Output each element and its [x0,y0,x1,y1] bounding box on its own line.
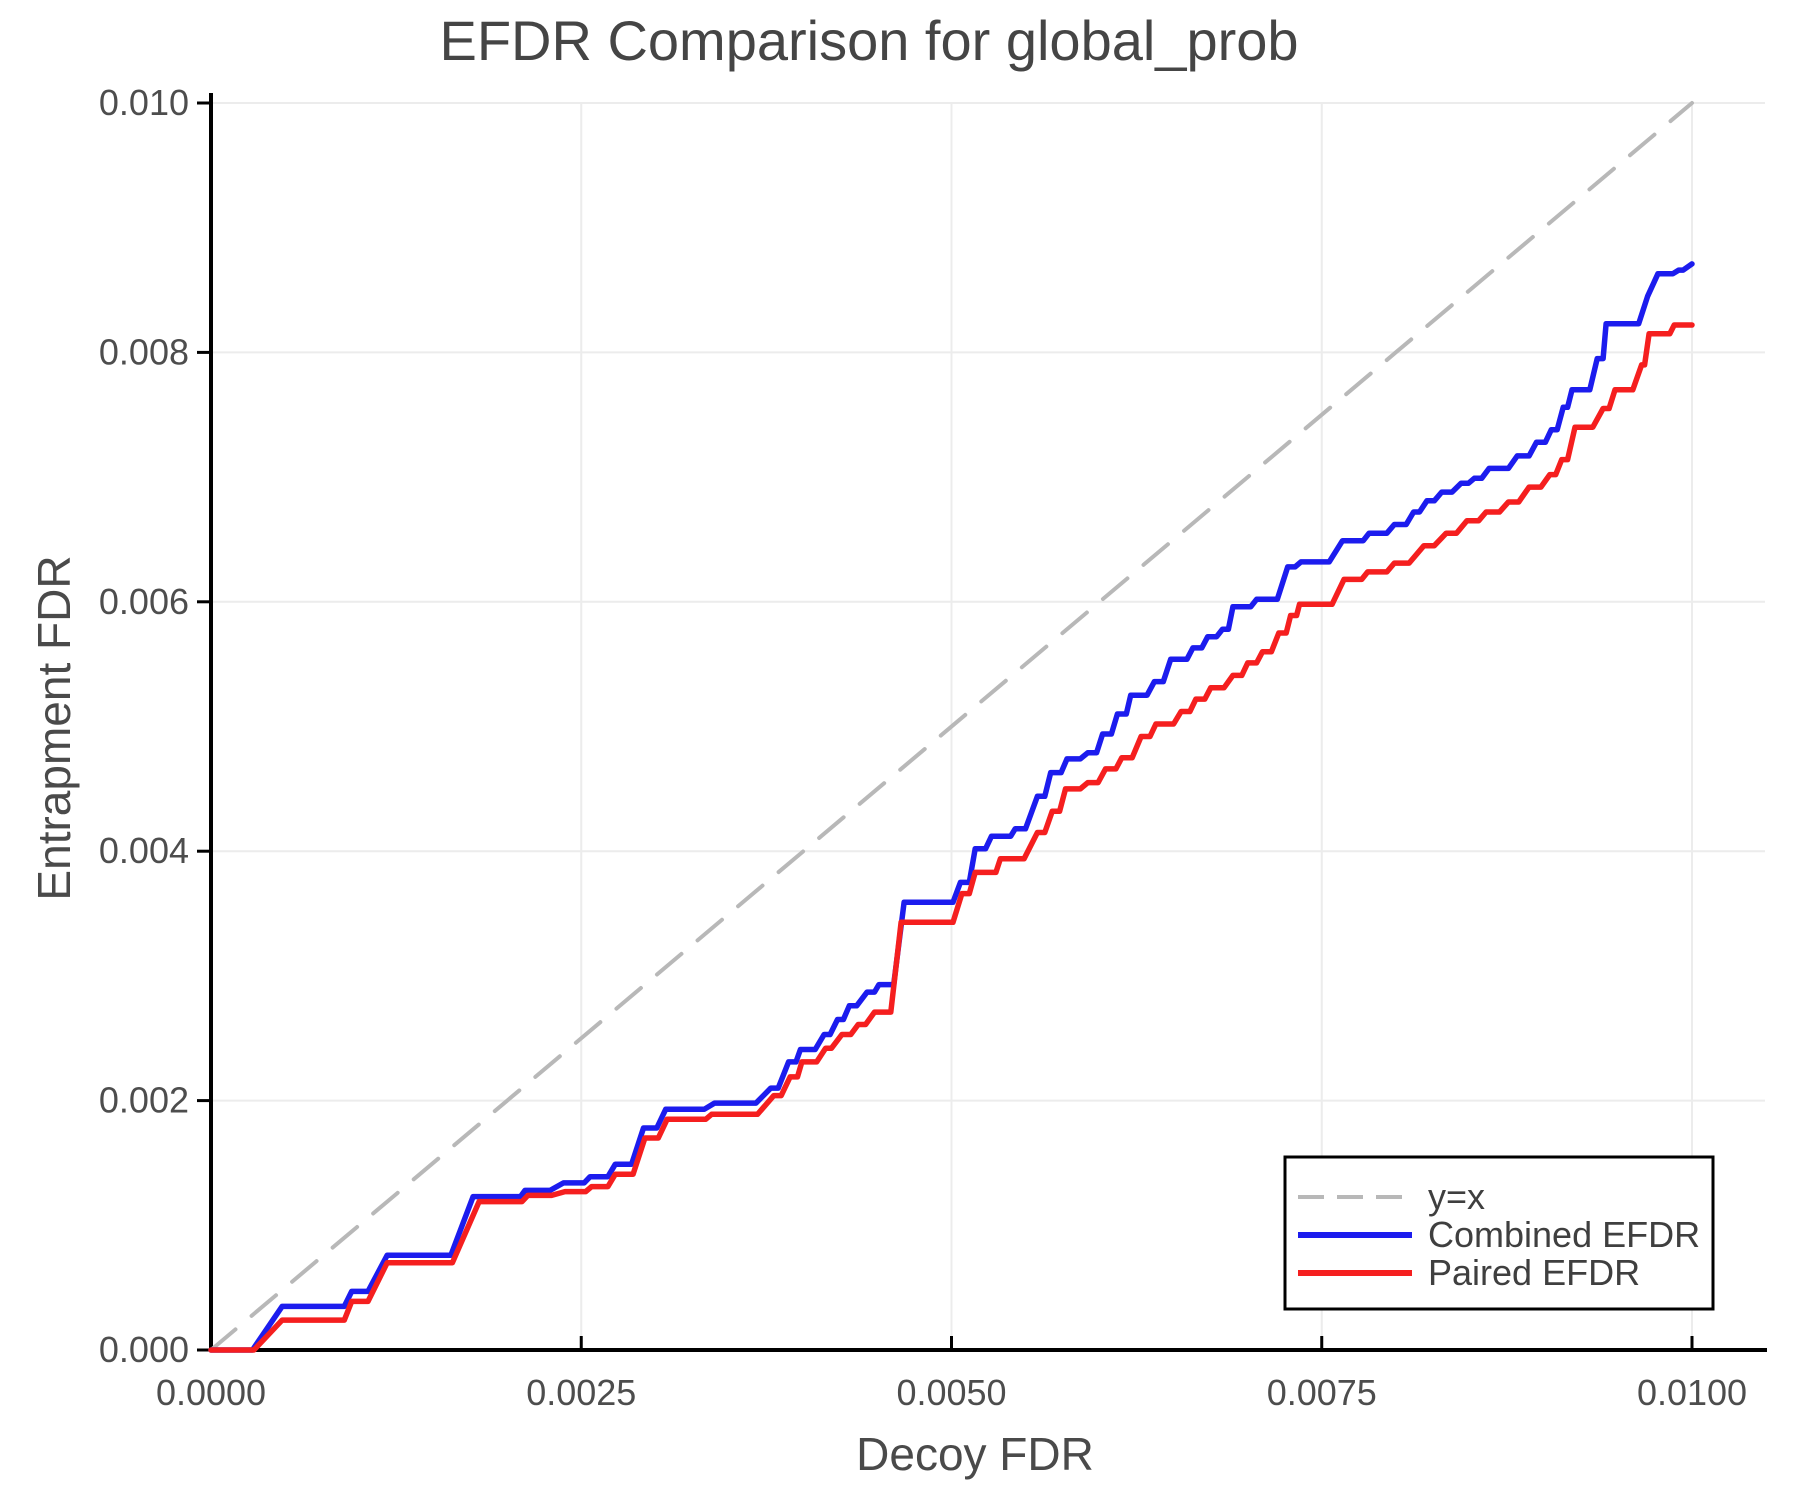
x-tick-label: 0.0050 [896,1372,1006,1413]
x-tick-label: 0.0100 [1637,1372,1747,1413]
y-tick-label: 0.006 [99,581,189,622]
x-tick-label: 0.0025 [526,1372,636,1413]
y-axis-label: Entrapment FDR [28,555,80,900]
legend-label-paired: Paired EFDR [1428,1252,1640,1293]
y-tick-label: 0.000 [99,1329,189,1370]
series-combined-efdr-line [208,261,1695,1353]
legend: y=x Combined EFDR Paired EFDR [1283,1155,1715,1311]
grid-layer [211,102,1765,1350]
series-y-x-line [209,101,1694,1352]
y-tick-label: 0.008 [99,331,189,372]
x-tick-label: 0.0075 [1267,1372,1377,1413]
legend-label-combined: Combined EFDR [1428,1214,1700,1255]
series-layer [208,101,1695,1353]
y-tick-label: 0.004 [99,830,189,871]
y-tick-label: 0.010 [99,82,189,123]
chart-title: EFDR Comparison for global_prob [439,9,1298,72]
y-tick-label: 0.002 [99,1080,189,1121]
x-tick-label: 0.0000 [156,1372,266,1413]
axis-layer: 0.0000 0.0025 0.0050 0.0075 0.0100 0.000 0.002… [99,82,1767,1413]
series-paired-efdr-line [208,322,1695,1353]
legend-label-yx: y=x [1428,1176,1485,1217]
x-axis-label: Decoy FDR [856,1428,1094,1480]
